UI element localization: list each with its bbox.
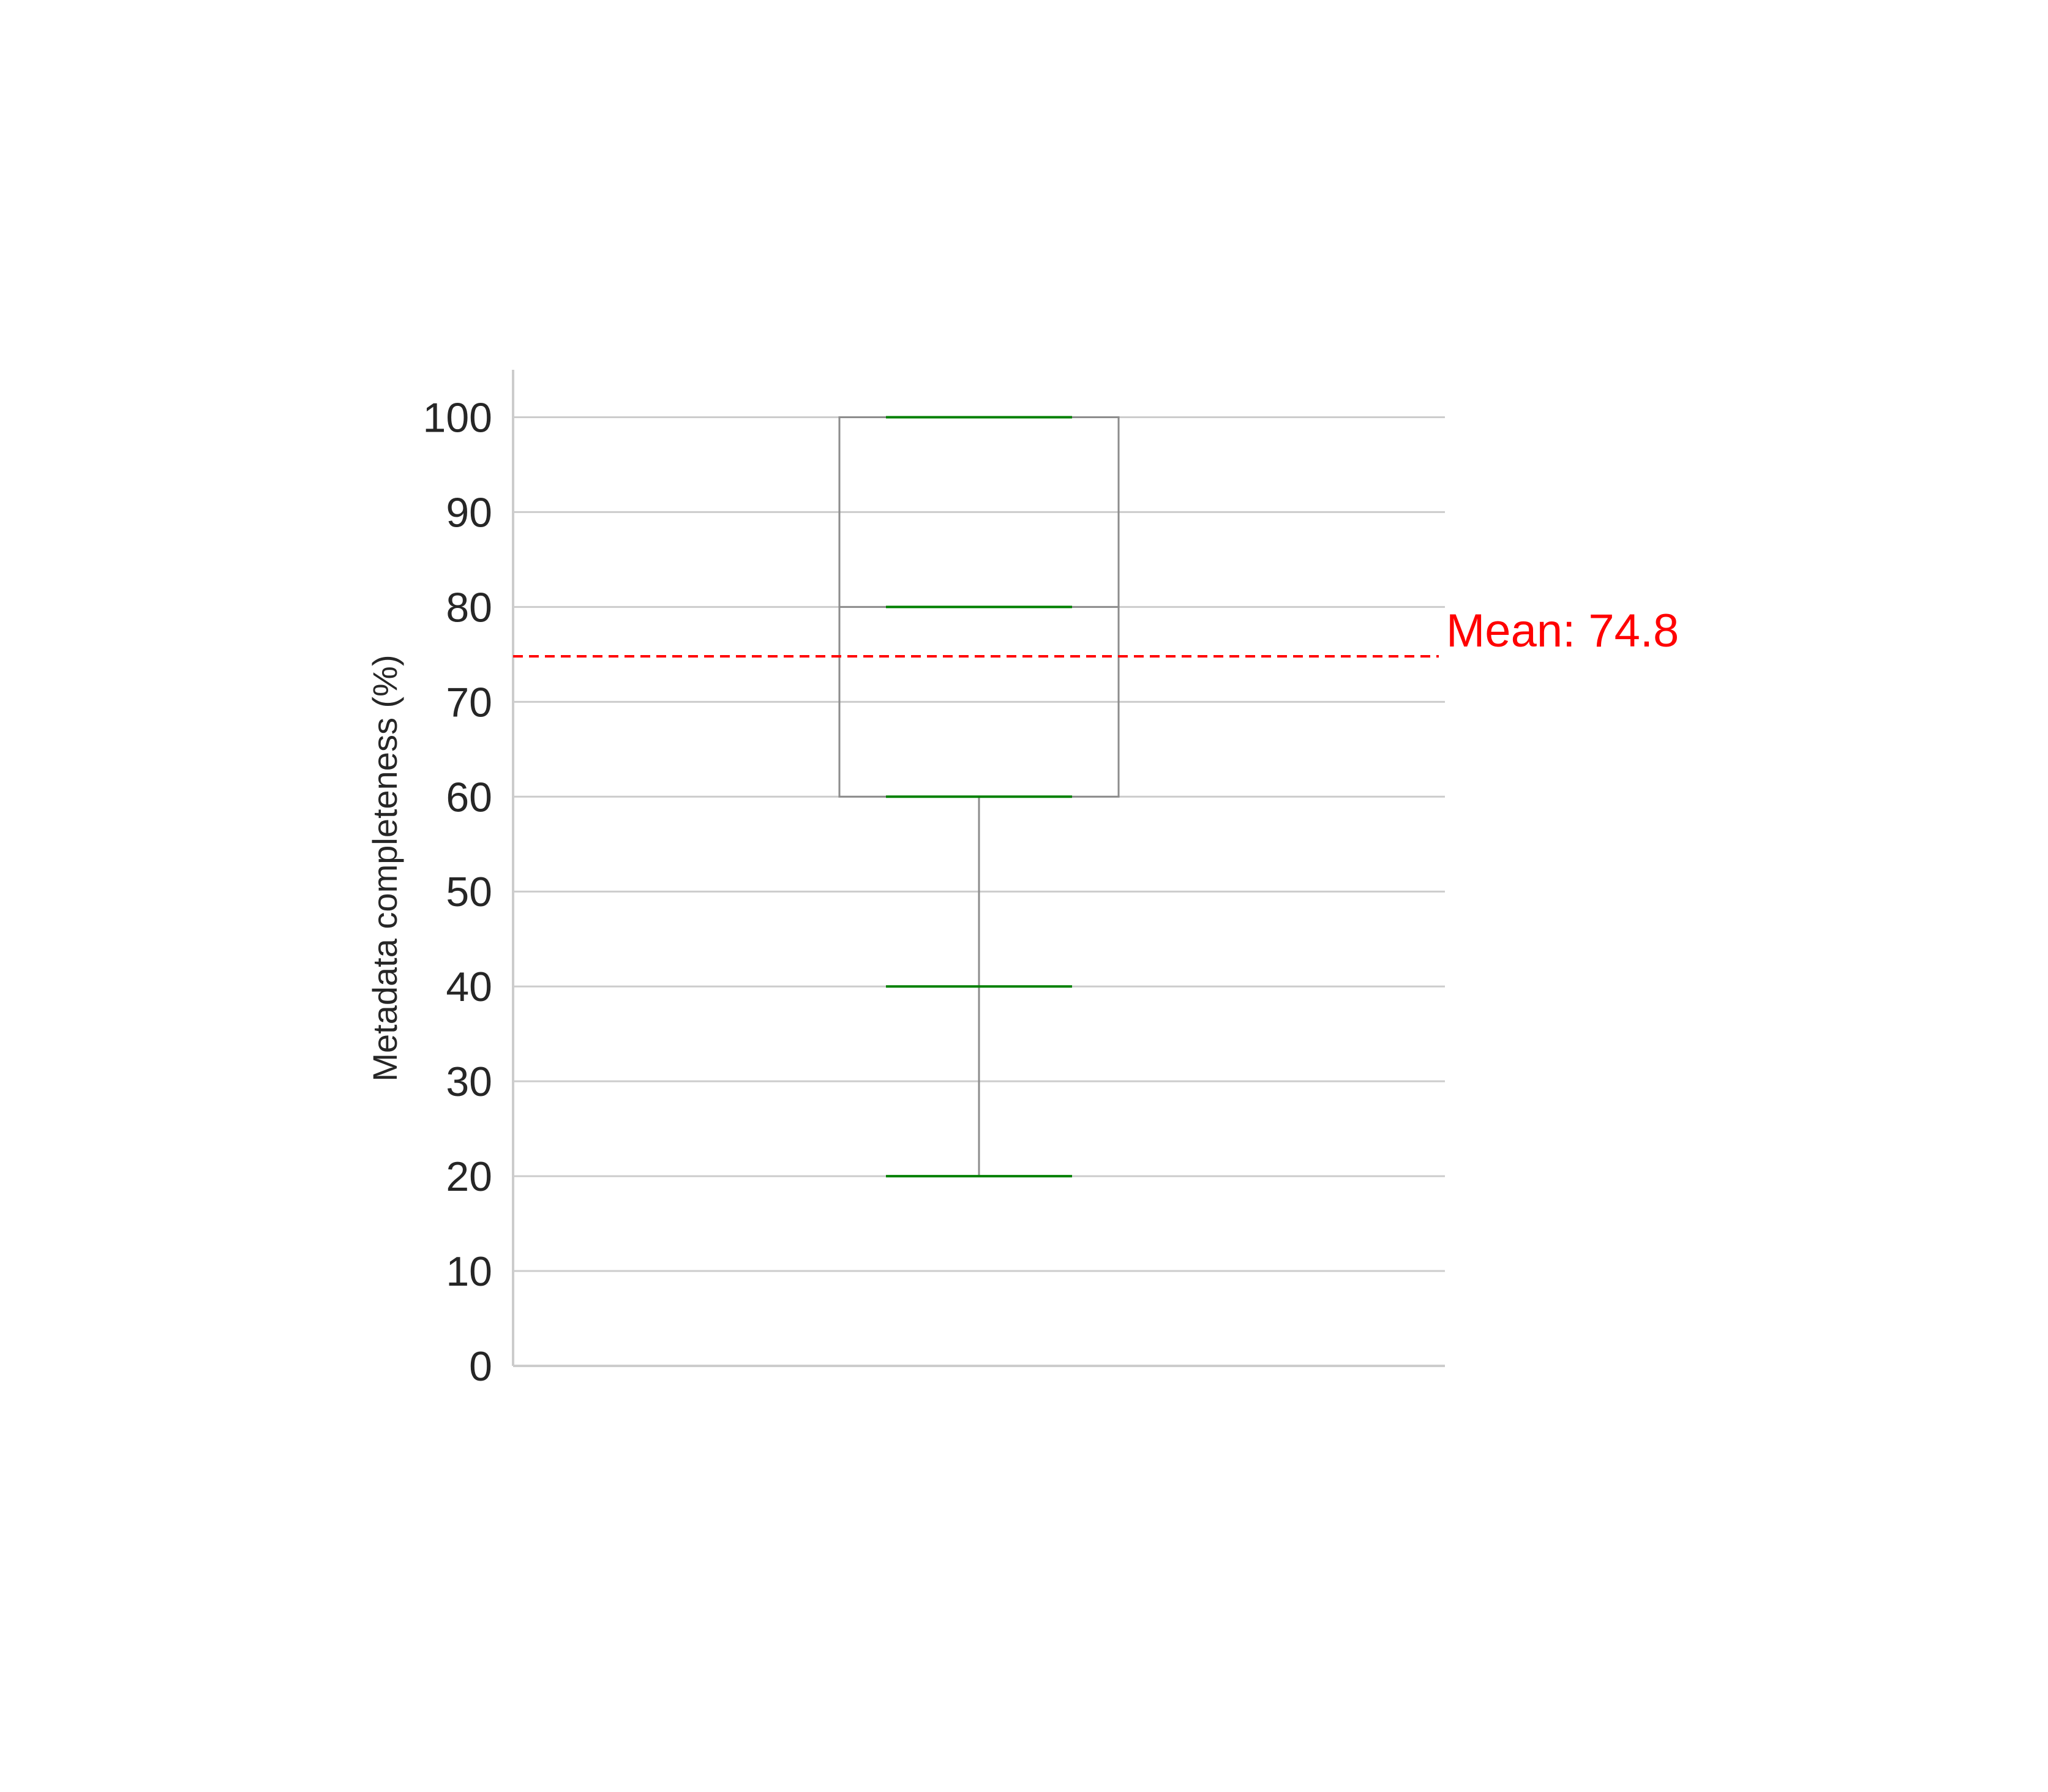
y-tick-label-60: 60 bbox=[446, 774, 492, 820]
y-tick-label-70: 70 bbox=[446, 679, 492, 725]
y-tick-label-30: 30 bbox=[446, 1059, 492, 1105]
mean-label: Mean: 74.8 bbox=[1446, 605, 1679, 657]
y-tick-label-10: 10 bbox=[446, 1248, 492, 1295]
mean-annotation: Mean: 74.8 bbox=[513, 605, 1679, 658]
y-tick-label-40: 40 bbox=[446, 964, 492, 1010]
y-tick-label-0: 0 bbox=[469, 1343, 492, 1390]
y-tick-label-80: 80 bbox=[446, 584, 492, 631]
axes bbox=[512, 370, 1445, 1367]
data-point-markers bbox=[886, 416, 1072, 1178]
y-tick-label-50: 50 bbox=[446, 869, 492, 915]
y-tick-label-100: 100 bbox=[423, 394, 492, 441]
y-tick-label-90: 90 bbox=[446, 489, 492, 536]
y-tick-label-20: 20 bbox=[446, 1153, 492, 1200]
y-tick-labels: 0 10 20 30 40 50 60 70 80 90 100 bbox=[423, 394, 492, 1390]
y-axis-label: Metadata completeness (%) bbox=[366, 654, 404, 1081]
